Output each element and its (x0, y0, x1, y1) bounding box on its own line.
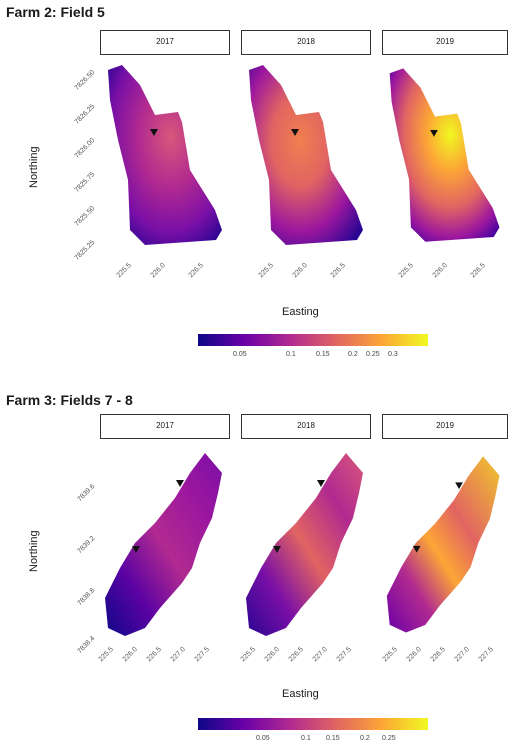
farm2-legend-colorbar (198, 334, 428, 346)
farm2-xtick: 225.5 (397, 262, 415, 280)
farm2-legend-label: 0.1 (286, 351, 296, 358)
farm2-legend-label: 0.3 (388, 351, 398, 358)
farm2-strip-2018: 2018 (241, 30, 371, 55)
farm3-strip-2019: 2019 (382, 414, 508, 439)
farm3-legend-colorbar (198, 718, 428, 730)
field-polygon (105, 453, 222, 636)
farm2-strip-2017: 2017 (100, 30, 230, 55)
farm3-xtick: 227.0 (169, 646, 187, 664)
farm3-x-axis-label: Easting (282, 688, 319, 700)
farm3-xtick: 226.0 (121, 646, 139, 664)
farm2-y-axis-label: Northing (28, 146, 40, 188)
farm2-xtick: 225.5 (115, 262, 133, 280)
farm3-ytick: 7839.2 (76, 535, 97, 556)
farm2-ytick: 7825.50 (73, 205, 97, 228)
farm3-strip-2018: 2018 (241, 414, 371, 439)
field-polygon (386, 456, 500, 633)
farm2-ytick: 7826.25 (73, 103, 97, 126)
farm2-ytick: 7826.50 (73, 69, 97, 92)
farm3-map-2018 (246, 453, 363, 636)
farm3-title: Farm 3: Fields 7 - 8 (6, 392, 133, 408)
farm3-xtick: 227.0 (453, 646, 471, 664)
farm3-xtick: 227.5 (335, 646, 353, 664)
farm3-legend-label: 0.1 (301, 735, 311, 742)
field-polygon (389, 68, 500, 242)
farm2-legend-label: 0.05 (233, 351, 247, 358)
farm2-xtick: 226.0 (431, 262, 449, 280)
farm2-legend-label: 0.25 (366, 351, 380, 358)
farm3-ytick: 7839.6 (76, 483, 97, 504)
farm2-xtick: 226.0 (149, 262, 167, 280)
location-marker (176, 480, 184, 487)
location-marker (430, 130, 438, 137)
farm3-xtick: 226.5 (287, 646, 305, 664)
farm2-section: Farm 2: Field 5 2017 2018 2019 Northing … (6, 4, 508, 358)
farm2-xtick: 226.5 (187, 262, 205, 280)
farm3-map-2017 (105, 453, 222, 636)
farm3-legend-label: 0.2 (360, 735, 370, 742)
farm3-strip-2017: 2017 (100, 414, 230, 439)
farm3-xtick: 225.5 (97, 646, 115, 664)
farm2-map-2017 (108, 65, 222, 245)
farm2-title: Farm 2: Field 5 (6, 4, 105, 20)
farm3-xtick: 227.5 (477, 646, 495, 664)
farm3-legend-label: 0.05 (256, 735, 270, 742)
farm2-legend-label: 0.2 (348, 351, 358, 358)
farm3-xtick: 226.5 (145, 646, 163, 664)
farm3-xtick: 227.5 (193, 646, 211, 664)
farm2-ytick: 7825.75 (73, 171, 97, 194)
farm2-map-2019 (389, 68, 500, 242)
location-marker (132, 546, 140, 553)
farm2-xtick: 225.5 (257, 262, 275, 280)
location-marker (317, 480, 325, 487)
farm2-strip-2019: 2019 (382, 30, 508, 55)
farm3-y-axis-label: Northing (28, 530, 40, 572)
farm2-map-2018 (249, 65, 363, 245)
location-marker (150, 129, 158, 136)
farm3-xtick: 227.0 (311, 646, 329, 664)
location-marker (291, 129, 299, 136)
farm3-xtick: 226.5 (429, 646, 447, 664)
field-polygon (246, 453, 363, 636)
farm2-x-axis-label: Easting (282, 306, 319, 318)
farm2-legend-label: 0.15 (316, 351, 330, 358)
farm3-xtick: 226.0 (263, 646, 281, 664)
farm3-legend-label: 0.25 (382, 735, 396, 742)
field-polygon (108, 65, 222, 245)
farm3-xtick: 225.5 (381, 646, 399, 664)
location-marker (273, 546, 281, 553)
farm2-xtick: 226.5 (469, 262, 487, 280)
farm2-xtick: 226.0 (291, 262, 309, 280)
location-marker (412, 545, 421, 553)
field-polygon (249, 65, 363, 245)
location-marker (455, 482, 463, 490)
farm3-xtick: 226.0 (405, 646, 423, 664)
farm3-xtick: 225.5 (239, 646, 257, 664)
farm3-map-2019 (386, 456, 500, 633)
farm2-xtick: 226.5 (329, 262, 347, 280)
farm3-section: Farm 3: Fields 7 - 8 2017 2018 2019 Nort… (0, 388, 512, 754)
farm3-ytick: 7838.8 (76, 587, 97, 608)
farm2-ytick: 7826.00 (73, 137, 97, 160)
farm2-ytick: 7825.25 (73, 239, 97, 262)
farm3-legend-label: 0.15 (326, 735, 340, 742)
